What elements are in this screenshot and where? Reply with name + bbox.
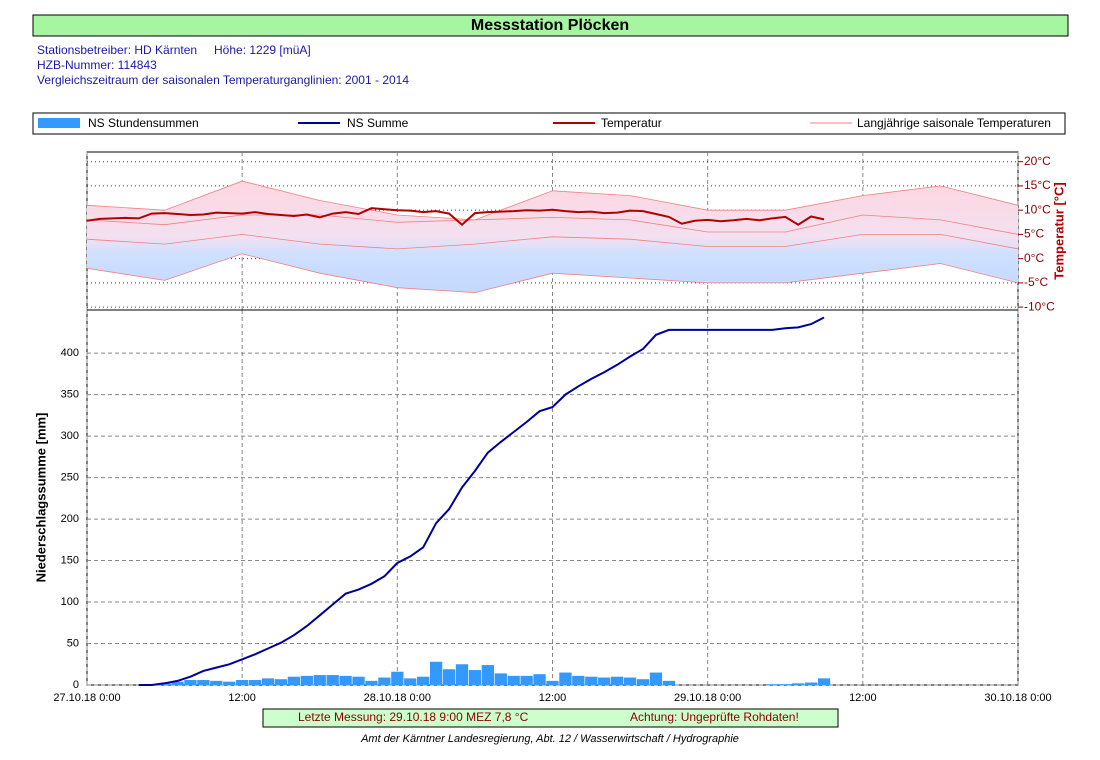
bar [507,675,520,685]
bar [546,680,559,685]
bar [792,683,805,685]
sum-line [138,316,825,686]
y-tick-label: 0 [73,679,79,691]
bar [171,681,184,685]
temperature-line [86,207,825,227]
operator: Stationsbetreiber: HD Kärnten [37,43,197,57]
y2-tick-label: 20°C [1024,154,1051,168]
period: Vergleichszeitraum der saisonalen Temper… [37,73,409,87]
bar [197,680,210,685]
band-line [86,253,1019,294]
bar [236,680,249,685]
last-measurement: Letzte Messung: 29.10.18 9:00 MEZ 7,8 °C [298,710,529,724]
x-tick-label: 12:00 [849,692,877,704]
bar [636,679,650,685]
y-tick-label: 350 [61,389,79,401]
legend-label: NS Summe [347,116,409,130]
x-tick-label: 27.10.18 0:00 [53,692,120,704]
bar [533,674,546,685]
bar [779,684,792,685]
bar [598,677,611,685]
y-tick-label: 200 [61,513,79,525]
bar [339,675,352,685]
x-tick-label: 30.10.18 0:00 [984,692,1051,704]
y-tick-label: 250 [61,471,79,483]
legend-label: Langjährige saisonale Temperaturen [857,116,1051,130]
y2-tick-label: 0°C [1024,251,1044,265]
bar [184,680,197,685]
bar [274,679,288,685]
y-tick-label: 100 [61,596,79,608]
x-tick-label: 12:00 [228,692,256,704]
y-tick-label: 400 [61,347,79,359]
legend-swatch [38,118,80,128]
bar [429,661,443,685]
bar [623,677,637,685]
altitude: Höhe: 1229 [müA] [214,43,311,57]
legend-label: NS Stundensummen [88,116,199,130]
bar [391,671,404,685]
bar [210,680,223,685]
bar [287,676,301,685]
bar [326,675,339,685]
y2-tick-label: 10°C [1024,202,1051,216]
x-tick-label: 12:00 [539,692,567,704]
bar [585,676,598,685]
status-box [262,708,839,728]
y-tick-label: 150 [61,554,79,566]
bar [313,675,326,685]
hzb: HZB-Nummer: 114843 [37,58,157,72]
bar [520,675,533,685]
legend-box [32,112,1066,135]
bar [455,664,469,685]
bar [766,684,779,685]
bar [649,672,663,685]
x-tick-label: 28.10.18 0:00 [364,692,431,704]
bar [494,673,507,685]
bar [559,672,572,685]
y-tick-label: 300 [61,430,79,442]
bar [804,682,818,685]
bar [468,670,482,685]
band-line [86,180,1019,221]
y2-tick-label: 5°C [1024,227,1044,241]
title: Messstation Plöcken [471,17,629,34]
bar [817,678,831,685]
band-line [86,214,1019,235]
bar [300,675,313,685]
y2-tick-label: 15°C [1024,178,1051,192]
bar [248,680,262,685]
bar [611,676,624,685]
title-box [32,14,1069,37]
bar [378,677,391,685]
bar [404,678,417,685]
y2-tick-label: -5°C [1024,275,1048,289]
y2-axis-label: Temperatur [°C] [1051,182,1066,279]
bar [261,678,275,685]
credit: Amt der Kärntner Landesregierung, Abt. 1… [360,733,739,745]
bar [223,681,236,685]
band-line [86,233,1019,250]
bar [442,669,456,685]
bar [417,676,430,685]
bar [662,680,676,685]
y-axis-label: Niederschlagssumme [mm] [33,413,48,583]
y2-tick-label: -10°C [1024,299,1055,313]
x-tick-label: 29.10.18 0:00 [674,692,741,704]
bar [572,675,585,685]
warning: Achtung: Ungeprüfte Rohdaten! [630,710,799,724]
bar [352,676,365,685]
y-tick-label: 50 [67,637,79,649]
bar [481,665,494,685]
bar [365,680,378,685]
legend-label: Temperatur [601,116,662,130]
